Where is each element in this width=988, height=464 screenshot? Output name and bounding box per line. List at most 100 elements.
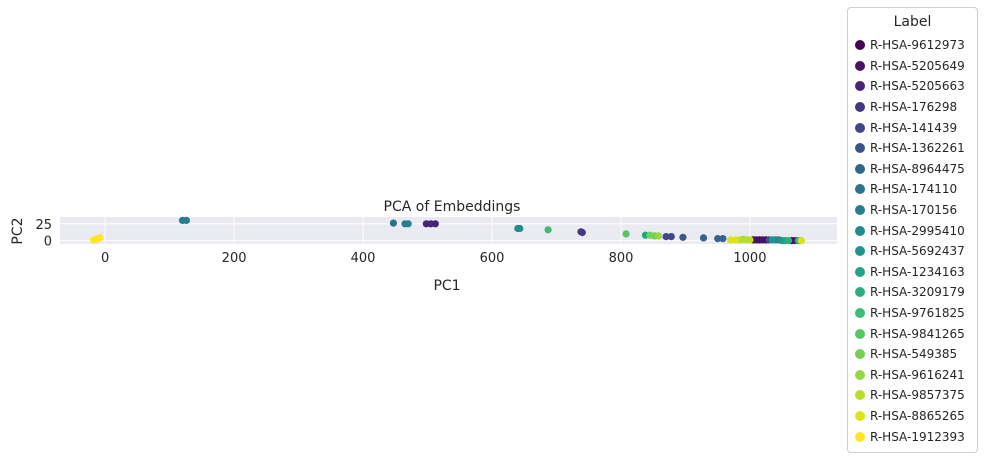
scatter-point	[699, 234, 708, 242]
legend-item: R-HSA-9616241	[848, 365, 977, 386]
legend-label: R-HSA-9612973	[870, 38, 965, 53]
scatter-point	[389, 219, 397, 227]
legend-item: R-HSA-5692437	[848, 241, 977, 262]
legend-label: R-HSA-5205663	[870, 79, 965, 94]
legend-label: R-HSA-9616241	[870, 367, 965, 382]
legend-label: R-HSA-8865265	[870, 408, 965, 423]
legend-label: R-HSA-174110	[870, 182, 958, 197]
scatter-point	[768, 236, 777, 244]
legend-item: R-HSA-5205649	[848, 56, 977, 77]
series-group	[736, 236, 754, 244]
legend-label: R-HSA-1234163	[870, 264, 965, 279]
legend-label: R-HSA-8964475	[870, 161, 965, 176]
legend-label: R-HSA-3209179	[870, 285, 965, 300]
tick-labels: 0 200 400 600 800 1000 0 25	[35, 218, 766, 266]
legend-label: R-HSA-141439	[870, 120, 958, 135]
legend-swatch	[855, 122, 865, 133]
legend-item: R-HSA-9841265	[848, 323, 977, 344]
legend-swatch	[855, 205, 865, 216]
scatter-point	[622, 230, 630, 238]
y-tick-label: 0	[44, 235, 52, 250]
legend-label: R-HSA-549385	[870, 347, 958, 362]
series-group	[577, 228, 586, 237]
legend-item: R-HSA-9761825	[848, 303, 977, 324]
scatter-point	[746, 236, 754, 244]
legend-swatch	[855, 410, 865, 421]
series-group	[422, 220, 439, 228]
series-group	[662, 233, 675, 241]
legend-label: R-HSA-5205649	[870, 58, 965, 73]
scatter-point	[785, 237, 793, 245]
scatter-point	[662, 233, 670, 241]
legend-label: R-HSA-9857375	[870, 388, 965, 403]
x-tick-label: 200	[222, 251, 247, 266]
legend-item: R-HSA-8865265	[848, 406, 977, 427]
scatter-point	[714, 235, 722, 243]
legend-label: R-HSA-1912393	[870, 429, 965, 444]
scatter-point	[431, 220, 439, 228]
legend-item: R-HSA-170156	[848, 200, 977, 221]
legend-item: R-HSA-1234163	[848, 262, 977, 283]
legend-label: R-HSA-5692437	[870, 244, 965, 259]
legend-swatch	[855, 328, 865, 339]
legend-swatch	[855, 225, 865, 236]
scatter-point	[96, 234, 104, 242]
legend-item: R-HSA-549385	[848, 344, 977, 365]
x-tick-label: 0	[101, 251, 109, 266]
scatter-point	[732, 236, 740, 244]
scatter-point	[516, 224, 524, 233]
legend-item: R-HSA-9612973	[848, 35, 977, 56]
legend-label: R-HSA-170156	[870, 203, 958, 218]
legend-label: R-HSA-176298	[870, 100, 958, 115]
legend-item: R-HSA-141439	[848, 117, 977, 138]
legend-swatch	[855, 246, 865, 257]
scatter-point	[719, 235, 727, 243]
x-tick-label: 800	[609, 251, 634, 266]
chart-title: PCA of Embeddings	[384, 199, 521, 215]
legend-swatch	[855, 81, 865, 92]
series-group	[178, 216, 412, 228]
legend-label: R-HSA-2995410	[870, 223, 965, 238]
legend-item: R-HSA-1912393	[848, 426, 977, 447]
scatter-points	[89, 216, 806, 245]
x-axis-label: PC1	[433, 278, 460, 294]
legend-item: R-HSA-9857375	[848, 385, 977, 406]
x-tick-label: 1000	[733, 251, 766, 266]
scatter-point	[752, 236, 761, 244]
legend-swatch	[855, 287, 865, 298]
legend-swatch	[855, 60, 865, 71]
scatter-point	[544, 226, 552, 234]
scatter-point	[727, 236, 735, 244]
scatter-point	[679, 233, 687, 241]
series-group	[699, 234, 727, 243]
scatter-point	[578, 228, 586, 237]
legend-title: Label	[893, 14, 932, 30]
legend-swatch	[855, 102, 865, 113]
series-group	[89, 234, 104, 244]
legend-label: R-HSA-9841265	[870, 326, 965, 341]
legend-swatch	[855, 390, 865, 401]
legend-item: R-HSA-3209179	[848, 282, 977, 303]
x-tick-label: 400	[351, 251, 376, 266]
legend-item: R-HSA-8964475	[848, 159, 977, 180]
y-axis-label: PC2	[10, 217, 26, 244]
legend-swatch	[855, 163, 865, 174]
scatter-point	[404, 220, 412, 228]
scatter-point	[797, 237, 806, 245]
legend-swatch	[855, 431, 865, 442]
legend-item: R-HSA-5205663	[848, 76, 977, 97]
series-group	[622, 230, 630, 238]
legend-swatch	[855, 266, 865, 277]
legend-label: R-HSA-1362261	[870, 141, 965, 156]
legend-swatch	[855, 369, 865, 380]
y-tick-label: 25	[35, 218, 52, 233]
legend-item: R-HSA-176298	[848, 97, 977, 118]
series-group	[727, 236, 806, 245]
legend: Label R-HSA-9612973 R-HSA-5205649 R-HSA-52…	[847, 7, 978, 453]
legend-swatch	[855, 184, 865, 195]
scatter-point	[654, 232, 663, 240]
legend-swatch	[855, 308, 865, 319]
scatter-point	[759, 236, 767, 244]
grid-lines	[60, 217, 837, 244]
